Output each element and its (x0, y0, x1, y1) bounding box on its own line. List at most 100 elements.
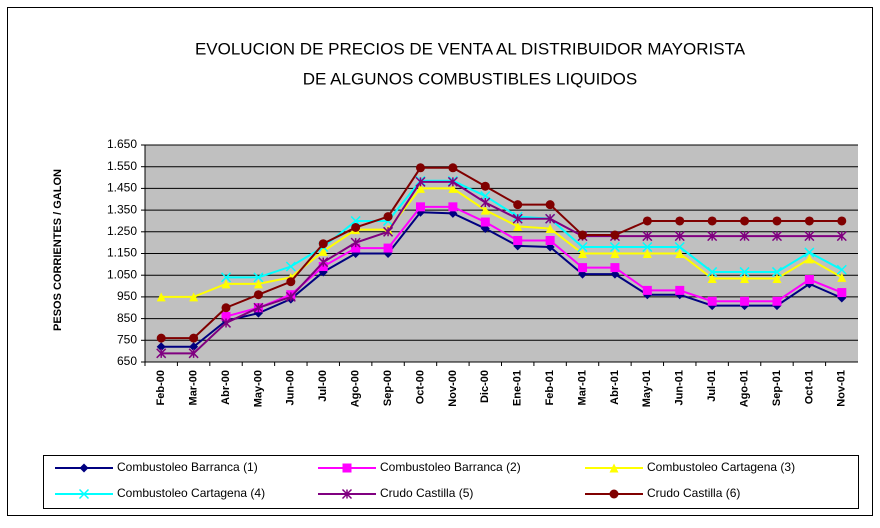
marker (772, 296, 782, 306)
x-tick-label: Sep-00 (382, 370, 394, 406)
marker (220, 317, 232, 328)
y-tick-label: 1.650 (107, 137, 137, 151)
marker (837, 272, 847, 282)
marker (642, 249, 652, 258)
marker (189, 292, 199, 302)
marker (79, 463, 89, 473)
marker (642, 285, 652, 295)
marker (610, 263, 620, 273)
marker (189, 342, 199, 352)
y-tick-label: 650 (117, 354, 137, 368)
legend-label: Combustoleo Cartagena (4) (117, 486, 265, 500)
marker (189, 333, 199, 343)
marker (707, 216, 717, 226)
x-tick-label: May-00 (252, 370, 264, 407)
marker (739, 266, 750, 277)
marker (609, 463, 619, 473)
marker (480, 217, 490, 227)
marker (448, 183, 458, 193)
x-tick-label: Jul-00 (317, 370, 329, 402)
marker (156, 333, 166, 343)
marker (739, 231, 750, 242)
marker (156, 292, 166, 302)
marker (578, 249, 588, 258)
marker (253, 279, 263, 289)
marker (804, 254, 814, 264)
x-tick-label: Ene-01 (512, 370, 524, 406)
marker (674, 231, 685, 242)
marker (286, 277, 296, 287)
marker (707, 231, 718, 242)
marker (610, 249, 620, 258)
marker (448, 163, 458, 173)
series-line (161, 187, 843, 298)
x-tick-label: Mar-01 (576, 370, 588, 405)
marker (480, 197, 491, 208)
marker (285, 291, 296, 302)
marker (578, 263, 588, 273)
legend-label: Combustoleo Barranca (2) (380, 460, 521, 474)
marker (383, 243, 393, 253)
marker (351, 243, 361, 253)
marker (707, 273, 717, 283)
marker (772, 273, 782, 283)
marker (513, 200, 523, 210)
marker (513, 235, 523, 245)
marker (836, 231, 847, 242)
marker (78, 488, 90, 500)
marker (804, 247, 815, 258)
marker (156, 342, 166, 352)
marker (642, 231, 653, 242)
marker (351, 222, 361, 232)
marker (577, 241, 588, 253)
x-tick-label: Nov-01 (836, 370, 848, 407)
marker (285, 261, 296, 272)
x-tick-label: Dic-00 (479, 370, 491, 403)
marker (253, 290, 263, 300)
series-line (225, 205, 843, 318)
marker (415, 163, 425, 173)
series-line (161, 166, 842, 340)
marker (342, 463, 352, 473)
marker (221, 303, 231, 313)
x-tick-label: May-01 (641, 370, 653, 407)
marker (318, 239, 328, 249)
marker (836, 264, 847, 275)
x-tick-label: Oct-01 (803, 370, 815, 404)
series-line (161, 211, 843, 348)
marker (253, 272, 264, 283)
legend (43, 455, 859, 509)
series-line (161, 180, 842, 355)
series-line (226, 179, 843, 279)
marker (771, 231, 783, 242)
marker (772, 216, 782, 226)
marker (383, 226, 394, 237)
y-tick-label: 1.150 (107, 246, 137, 260)
marker (350, 215, 361, 226)
y-tick-label: 1.350 (107, 202, 137, 216)
x-tick-label: Feb-00 (155, 370, 167, 405)
marker (188, 348, 199, 359)
legend-label: Crudo Castilla (5) (380, 486, 473, 500)
marker (448, 202, 458, 212)
marker (837, 288, 847, 298)
x-tick-label: Jul-01 (706, 370, 718, 402)
y-tick-label: 1.450 (107, 181, 137, 195)
marker (480, 205, 490, 215)
marker (318, 246, 328, 256)
marker (350, 237, 361, 248)
marker (513, 221, 523, 231)
marker (610, 230, 620, 240)
marker (545, 200, 555, 210)
y-tick-label: 750 (117, 332, 137, 346)
marker (220, 272, 232, 283)
legend-label: Combustoleo Cartagena (3) (647, 460, 795, 474)
marker (512, 213, 523, 224)
marker (675, 249, 685, 258)
x-tick-label: Ago-01 (738, 370, 750, 407)
marker (415, 176, 426, 187)
marker (609, 241, 620, 253)
legend-label: Crudo Castilla (6) (647, 486, 740, 500)
marker (447, 176, 458, 187)
